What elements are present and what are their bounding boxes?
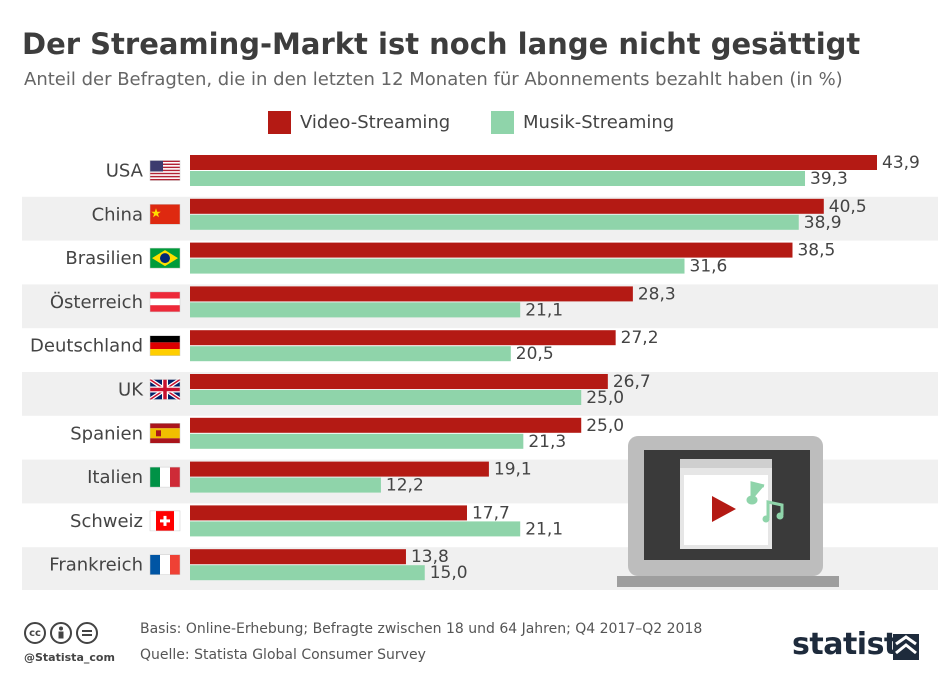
- musik-value-label: 25,0: [586, 388, 624, 408]
- video-bar: [190, 286, 633, 302]
- musik-bar: [190, 171, 806, 186]
- musik-value-label: 15,0: [430, 563, 468, 583]
- category-label: China: [92, 204, 143, 225]
- category-label: Deutschland: [30, 336, 143, 357]
- musik-bar: [190, 433, 524, 449]
- category-label: Österreich: [50, 291, 143, 313]
- video-value-label: 43,9: [882, 153, 920, 173]
- laptop-base: [617, 576, 839, 587]
- statista-handle: @Statista_com: [24, 651, 115, 664]
- video-bar: [190, 505, 467, 521]
- flag-italy-icon: [149, 466, 181, 488]
- browser-titlebar: [680, 459, 772, 468]
- musik-value-label: 31,6: [690, 257, 728, 277]
- video-value-label: 17,7: [472, 503, 510, 523]
- video-bar: [190, 374, 608, 389]
- music-note-head: [762, 515, 770, 523]
- video-value-label: 26,7: [613, 372, 651, 392]
- video-bar: [190, 461, 489, 477]
- legend: Video-Streaming Musik-Streaming: [0, 111, 938, 137]
- attribution-icon: [50, 622, 72, 644]
- video-value-label: 40,5: [829, 197, 867, 217]
- category-label: USA: [106, 161, 144, 182]
- category-label: Frankreich: [49, 555, 143, 576]
- video-value-label: 25,0: [586, 416, 624, 436]
- video-bar: [190, 549, 406, 565]
- legend-label-video: Video-Streaming: [300, 112, 451, 133]
- musik-bar: [190, 565, 425, 581]
- musik-value-label: 20,5: [516, 344, 554, 364]
- flag-brazil-icon: [149, 247, 181, 269]
- play-icon: [712, 496, 736, 522]
- category-label: Spanien: [70, 423, 143, 444]
- category-label: Schweiz: [70, 511, 143, 532]
- musik-bar: [190, 521, 521, 537]
- legend-label-musik: Musik-Streaming: [523, 112, 675, 133]
- video-bar: [190, 330, 616, 346]
- musik-value-label: 39,3: [810, 169, 848, 189]
- video-bar: [190, 242, 793, 258]
- legend-item-video: Video-Streaming: [268, 111, 450, 134]
- musik-value-label: 21,3: [528, 432, 566, 452]
- flag-switzerland-icon: [149, 510, 181, 532]
- video-bar: [190, 198, 824, 214]
- flag-china-icon: [149, 204, 181, 225]
- musik-value-label: 12,2: [386, 476, 424, 496]
- musik-value-label: 38,9: [804, 213, 842, 233]
- footer-basis: Basis: Online-Erhebung; Befragte zwische…: [140, 621, 703, 637]
- video-value-label: 13,8: [411, 547, 449, 567]
- bar-chart: USA 43,9 39,3 China 40,538,9 Brasilien 38,5 31,…: [22, 153, 938, 590]
- statista-logo-icon: [893, 634, 919, 660]
- laptop-video-illustration: [617, 436, 839, 587]
- music-note-head: [776, 512, 784, 520]
- flag-france-icon: [149, 554, 181, 575]
- legend-swatch-musik: [491, 111, 514, 134]
- chart-subtitle: Anteil der Befragten, die in den letzten…: [24, 69, 843, 90]
- category-label: Brasilien: [65, 248, 143, 269]
- no-derivatives-icon: [76, 622, 98, 644]
- music-note-icon: [766, 500, 784, 518]
- legend-item-musik: Musik-Streaming: [491, 111, 674, 134]
- musik-bar: [190, 214, 799, 230]
- flag-spain-icon: [149, 423, 181, 444]
- footer-quelle: Quelle: Statista Global Consumer Survey: [140, 647, 426, 663]
- music-note-icon: [746, 481, 765, 505]
- musik-value-label: 21,1: [525, 519, 563, 539]
- license-icons: cc: [24, 622, 98, 644]
- musik-bar: [190, 390, 582, 405]
- video-bar: [190, 417, 582, 433]
- flag-uk-icon: [148, 377, 182, 402]
- video-value-label: 19,1: [494, 460, 532, 480]
- musik-value-label: 21,1: [525, 300, 563, 320]
- legend-swatch-video: [268, 111, 291, 134]
- musik-bar: [190, 258, 685, 274]
- category-label: Italien: [87, 467, 143, 488]
- video-bar: [190, 155, 877, 170]
- flag-germany-icon: [149, 335, 181, 356]
- flag-austria-icon: [149, 291, 181, 313]
- musik-bar: [190, 302, 521, 318]
- musik-bar: [190, 346, 511, 362]
- category-label: UK: [118, 380, 144, 401]
- musik-bar: [190, 477, 381, 493]
- flag-usa-icon: [149, 160, 181, 183]
- video-value-label: 38,5: [797, 241, 835, 261]
- video-value-label: 27,2: [621, 328, 659, 348]
- cc-icon: cc: [24, 622, 46, 644]
- chart-title: Der Streaming-Markt ist noch lange nicht…: [22, 27, 861, 61]
- video-value-label: 28,3: [638, 284, 676, 304]
